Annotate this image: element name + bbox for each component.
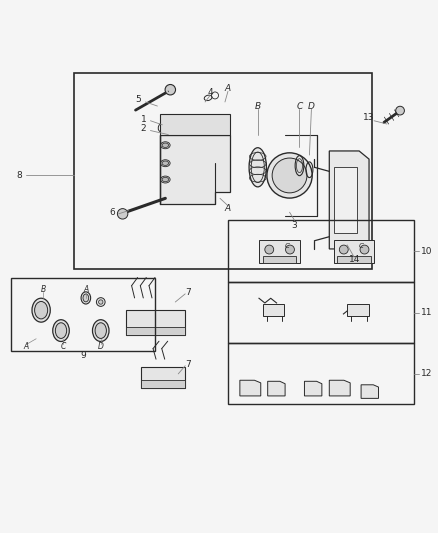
Ellipse shape: [161, 142, 170, 149]
Text: C: C: [359, 243, 364, 249]
Ellipse shape: [81, 292, 91, 304]
Polygon shape: [361, 385, 378, 398]
Text: 8: 8: [16, 171, 22, 180]
Text: 1: 1: [141, 115, 146, 124]
Ellipse shape: [92, 320, 109, 342]
Text: C: C: [285, 243, 290, 249]
Ellipse shape: [35, 302, 48, 319]
Ellipse shape: [162, 177, 169, 182]
Circle shape: [99, 300, 103, 304]
Ellipse shape: [162, 161, 169, 165]
Bar: [263, 256, 296, 263]
Text: 4: 4: [207, 87, 213, 96]
Ellipse shape: [162, 143, 169, 148]
Text: A: A: [225, 84, 231, 93]
Bar: [228, 281, 414, 343]
Text: 10: 10: [421, 247, 432, 256]
Polygon shape: [141, 367, 185, 388]
Circle shape: [286, 245, 294, 254]
Ellipse shape: [83, 294, 88, 302]
Polygon shape: [304, 381, 322, 396]
Circle shape: [96, 297, 105, 306]
Polygon shape: [329, 151, 369, 249]
Circle shape: [339, 245, 348, 254]
Ellipse shape: [249, 148, 266, 187]
Bar: [347, 304, 369, 316]
Ellipse shape: [32, 298, 50, 322]
Text: 13: 13: [363, 113, 375, 122]
Polygon shape: [160, 135, 230, 204]
Text: 12: 12: [421, 369, 432, 378]
Circle shape: [265, 245, 274, 254]
Text: A: A: [225, 204, 231, 213]
Ellipse shape: [95, 323, 106, 338]
Text: D: D: [308, 102, 315, 110]
Text: 5: 5: [136, 95, 141, 104]
Polygon shape: [268, 381, 285, 396]
Ellipse shape: [55, 323, 67, 338]
Polygon shape: [126, 310, 185, 335]
Bar: [11, 278, 155, 351]
Bar: [338, 256, 371, 263]
Circle shape: [360, 245, 369, 254]
Text: C: C: [297, 102, 303, 110]
Circle shape: [117, 208, 128, 219]
Text: 2: 2: [141, 124, 146, 133]
Polygon shape: [329, 380, 350, 396]
Text: D: D: [98, 342, 104, 351]
Text: 7: 7: [185, 360, 191, 369]
Bar: [160, 114, 230, 135]
Bar: [141, 379, 185, 388]
Text: B: B: [40, 285, 46, 294]
Bar: [126, 327, 185, 335]
Text: A: A: [24, 342, 29, 351]
Circle shape: [272, 158, 307, 193]
Text: 11: 11: [421, 308, 432, 317]
Bar: [334, 167, 357, 232]
Circle shape: [177, 127, 184, 134]
Text: B: B: [254, 102, 261, 110]
Text: C: C: [60, 342, 66, 351]
Ellipse shape: [161, 160, 170, 167]
Polygon shape: [240, 380, 261, 396]
Bar: [228, 343, 414, 404]
Circle shape: [165, 85, 176, 95]
Text: 14: 14: [350, 255, 361, 264]
Circle shape: [396, 106, 404, 115]
Bar: [263, 304, 284, 316]
Bar: [74, 74, 372, 269]
Text: 7: 7: [185, 288, 191, 297]
Bar: [259, 239, 300, 263]
Text: 9: 9: [80, 351, 86, 360]
Bar: [334, 239, 374, 263]
Text: 3: 3: [292, 221, 297, 230]
Ellipse shape: [53, 320, 69, 342]
Text: 6: 6: [110, 208, 116, 217]
Ellipse shape: [161, 176, 170, 183]
Text: A: A: [83, 285, 88, 294]
Bar: [228, 220, 414, 281]
Circle shape: [267, 153, 312, 198]
